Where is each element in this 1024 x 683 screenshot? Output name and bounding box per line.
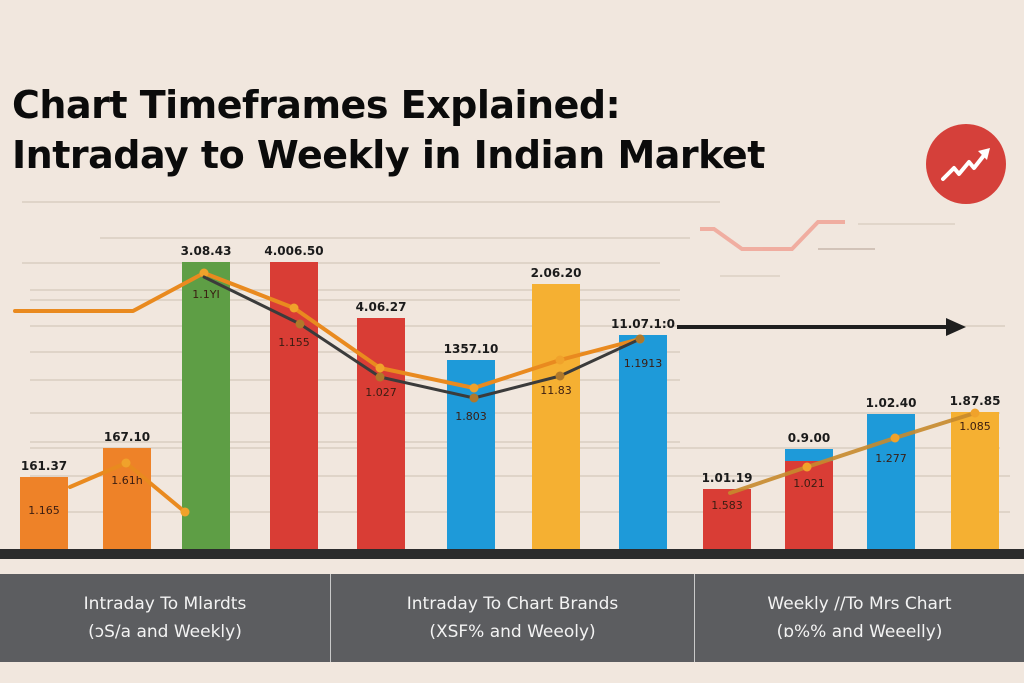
footer-cell-subtitle: (XSF% and Weeoly) xyxy=(429,622,596,642)
bar-inner-label: 1.085 xyxy=(959,420,991,433)
data-point xyxy=(802,462,812,472)
dark-trend-line xyxy=(202,275,642,400)
weekly-trend-line xyxy=(728,411,977,495)
bar-inner-label: 1.277 xyxy=(875,452,907,465)
bar-cap xyxy=(785,449,833,461)
bar-inner-label: 1.027 xyxy=(365,386,397,399)
bar-value-label: 1.01.19 xyxy=(701,471,753,485)
data-point xyxy=(199,268,209,278)
trending-up-icon xyxy=(941,148,990,181)
bars-group xyxy=(20,262,999,549)
data-point xyxy=(555,371,565,381)
x-axis-baseline xyxy=(0,549,1024,559)
title-line-1: Chart Timeframes Explained: xyxy=(12,83,621,127)
bar-inner-label: 1.021 xyxy=(793,477,825,490)
trend-badge xyxy=(926,124,1006,204)
bar xyxy=(951,412,999,549)
footer-cell-subtitle: (ɔS/a and Weekly) xyxy=(88,622,242,642)
bar-value-label: 4.006.50 xyxy=(264,244,324,258)
timeframe-footer: Intraday To Mlardts (ɔS/a and Weekly) In… xyxy=(0,574,1024,662)
data-point xyxy=(375,363,385,373)
data-point xyxy=(289,303,299,313)
footer-cell-title: Intraday To Mlardts xyxy=(83,594,247,614)
footer-cell-weekly: Weekly //To Mrs Chart (ɒ%% and Weeelly) xyxy=(695,574,1024,662)
bar-value-label: 1357.10 xyxy=(443,342,499,356)
bar-value-label: 1.02.40 xyxy=(865,396,917,410)
bar-inner-label: 1.155 xyxy=(278,336,310,349)
bar xyxy=(447,360,495,549)
data-point xyxy=(121,458,131,468)
data-point xyxy=(970,408,980,418)
bar-inner-label: 1.1YI xyxy=(192,288,220,301)
footer-cell-intraday-chart: Intraday To Chart Brands (XSF% and Weeol… xyxy=(331,574,695,662)
bar xyxy=(357,318,405,549)
bar xyxy=(532,284,580,549)
bar-value-label: 161.37 xyxy=(20,459,68,473)
bar-inner-label: 1.61h xyxy=(111,474,143,487)
data-point xyxy=(469,383,479,393)
bar-value-label: 4.06.27 xyxy=(355,300,407,314)
data-point xyxy=(635,334,645,344)
bar xyxy=(703,489,751,549)
data-point xyxy=(890,433,900,443)
bar xyxy=(619,335,667,549)
data-point xyxy=(375,372,385,382)
data-point xyxy=(469,393,479,403)
bar-inner-label: 11.83 xyxy=(540,384,572,397)
data-point xyxy=(180,507,190,517)
footer-cell-intraday: Intraday To Mlardts (ɔS/a and Weekly) xyxy=(0,574,331,662)
bar-inner-label: 1.583 xyxy=(711,499,743,512)
footer-cell-title: Weekly //To Mrs Chart xyxy=(767,594,952,614)
orange-trend-line xyxy=(13,271,642,390)
footer-cell-title: Intraday To Chart Brands xyxy=(406,594,619,614)
bar-value-label: 11.07.1:0 xyxy=(610,317,676,331)
data-point xyxy=(295,319,305,329)
trend-lines xyxy=(13,268,980,517)
bar-value-label: 2.06.20 xyxy=(530,266,582,280)
bar-inner-label: 1.165 xyxy=(28,504,60,517)
bar-inner-label: 1.1913 xyxy=(623,357,663,370)
bar-value-label: 1.87.85 xyxy=(949,394,1001,408)
bar-value-label: 167.10 xyxy=(103,430,151,444)
data-point xyxy=(555,355,565,365)
bar-value-label: 3.08.43 xyxy=(180,244,232,258)
page-title: Chart Timeframes Explained: Intraday to … xyxy=(12,80,765,180)
right-arrow-icon xyxy=(677,318,966,336)
bar xyxy=(20,477,68,549)
title-line-2: Intraday to Weekly in Indian Market xyxy=(12,133,765,177)
bar-inner-label: 1.803 xyxy=(455,410,487,423)
bar xyxy=(182,262,230,549)
decorative-trend-line xyxy=(700,220,955,277)
bar-value-label: 0.9.00 xyxy=(787,431,831,445)
footer-cell-subtitle: (ɒ%% and Weeelly) xyxy=(776,622,943,642)
